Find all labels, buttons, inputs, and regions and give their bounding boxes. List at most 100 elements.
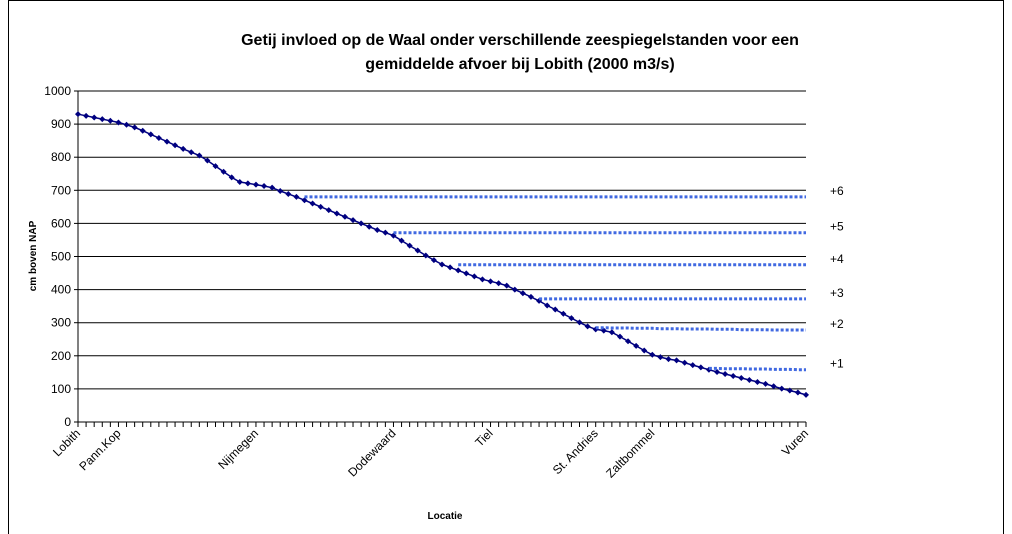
marker <box>228 174 235 181</box>
marker <box>333 210 340 217</box>
marker <box>107 117 114 124</box>
marker <box>527 293 534 300</box>
scenario-label: +2 <box>830 317 844 331</box>
marker <box>163 138 170 145</box>
marker <box>341 213 348 220</box>
marker <box>495 280 502 287</box>
marker <box>487 278 494 285</box>
marker <box>544 302 551 309</box>
scenario-label: +1 <box>830 357 844 371</box>
marker <box>269 184 276 191</box>
scenario-line <box>595 326 806 332</box>
marker <box>99 116 106 123</box>
y-tick-label: 600 <box>51 216 71 230</box>
marker <box>455 267 462 274</box>
marker <box>236 179 243 186</box>
x-axis-label: Locatie <box>427 511 462 522</box>
marker <box>722 371 729 378</box>
marker <box>131 124 138 131</box>
marker <box>762 380 769 387</box>
marker <box>479 276 486 283</box>
marker <box>552 306 559 313</box>
marker <box>358 220 365 227</box>
scenario-line <box>708 366 806 372</box>
scenario-label: +4 <box>830 252 844 266</box>
marker <box>803 391 809 398</box>
marker <box>139 127 146 134</box>
marker <box>422 252 429 259</box>
marker <box>714 369 721 376</box>
marker <box>309 200 316 207</box>
chart-title: Getij invloed op de Waal onder verschill… <box>241 32 799 49</box>
marker <box>778 385 785 392</box>
scenario-label: +5 <box>830 220 844 234</box>
marker <box>616 333 623 340</box>
marker <box>196 152 203 159</box>
marker <box>325 207 332 214</box>
marker <box>641 347 648 354</box>
y-axis-label: cm boven NAP <box>28 220 39 291</box>
marker <box>519 290 526 297</box>
marker <box>382 229 389 236</box>
y-tick-label: 700 <box>51 183 71 197</box>
marker <box>220 168 227 175</box>
marker <box>649 351 656 358</box>
marker <box>430 257 437 264</box>
marker <box>366 223 373 230</box>
marker <box>608 329 615 336</box>
marker <box>657 354 664 361</box>
marker <box>285 190 292 197</box>
y-tick-label: 800 <box>51 150 71 164</box>
marker <box>568 315 575 322</box>
y-tick-label: 300 <box>51 316 71 330</box>
marker <box>155 135 162 142</box>
marker <box>673 357 680 364</box>
marker <box>91 114 98 121</box>
marker <box>172 142 179 149</box>
y-tick-label: 100 <box>51 382 71 396</box>
marker <box>301 197 308 204</box>
marker <box>754 378 761 385</box>
marker <box>576 319 583 326</box>
marker <box>633 342 640 349</box>
marker <box>681 359 688 366</box>
marker <box>123 121 130 128</box>
marker <box>293 193 300 200</box>
marker <box>350 217 357 224</box>
scenario-label: +3 <box>830 286 844 300</box>
marker <box>738 374 745 381</box>
marker <box>560 310 567 317</box>
marker <box>786 387 793 394</box>
marker <box>317 203 324 210</box>
marker <box>398 237 405 244</box>
marker <box>746 376 753 383</box>
chart-subtitle: gemiddelde afvoer bij Lobith (2000 m3/s) <box>365 56 674 73</box>
marker <box>665 356 672 363</box>
marker <box>794 389 801 396</box>
marker <box>75 111 81 118</box>
marker <box>689 362 696 369</box>
marker <box>406 242 413 249</box>
marker <box>625 338 632 345</box>
y-tick-label: 1000 <box>44 84 71 98</box>
marker <box>730 372 737 379</box>
marker <box>414 247 421 254</box>
marker <box>447 264 454 271</box>
marker <box>180 145 187 152</box>
y-tick-label: 500 <box>51 250 71 264</box>
marker <box>471 273 478 280</box>
marker <box>244 180 251 187</box>
marker <box>212 163 219 170</box>
marker <box>147 131 154 138</box>
y-tick-label: 0 <box>64 415 71 429</box>
marker <box>374 227 381 234</box>
marker <box>503 282 510 289</box>
marker <box>511 286 518 293</box>
marker <box>83 112 90 119</box>
y-tick-label: 200 <box>51 349 71 363</box>
marker <box>439 261 445 268</box>
marker <box>252 181 259 188</box>
marker <box>463 270 470 277</box>
